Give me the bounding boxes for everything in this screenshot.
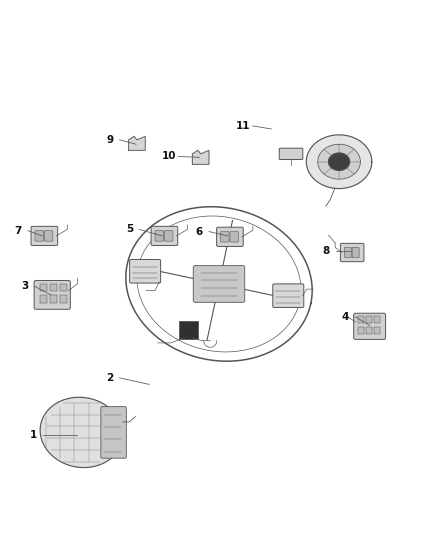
Text: 10: 10 <box>162 151 176 161</box>
FancyBboxPatch shape <box>34 280 71 309</box>
Bar <box>358 327 364 334</box>
Polygon shape <box>318 144 360 179</box>
Bar <box>60 295 67 303</box>
FancyBboxPatch shape <box>344 247 351 258</box>
Polygon shape <box>328 153 350 171</box>
FancyBboxPatch shape <box>340 244 364 262</box>
Bar <box>40 284 47 292</box>
FancyBboxPatch shape <box>217 227 243 246</box>
Polygon shape <box>129 136 145 150</box>
FancyBboxPatch shape <box>101 407 126 458</box>
Text: 9: 9 <box>106 135 113 145</box>
Polygon shape <box>306 135 372 189</box>
Bar <box>374 316 380 323</box>
Text: 8: 8 <box>322 246 329 256</box>
Text: 1: 1 <box>30 430 37 440</box>
FancyBboxPatch shape <box>35 231 43 241</box>
Bar <box>366 316 372 323</box>
Polygon shape <box>40 397 123 467</box>
Bar <box>60 284 67 292</box>
FancyBboxPatch shape <box>130 260 161 283</box>
FancyBboxPatch shape <box>273 284 304 308</box>
Text: 6: 6 <box>196 227 203 237</box>
Bar <box>40 295 47 303</box>
Bar <box>366 327 372 334</box>
FancyBboxPatch shape <box>44 231 53 241</box>
Text: 5: 5 <box>126 224 133 235</box>
FancyBboxPatch shape <box>155 231 163 241</box>
FancyBboxPatch shape <box>151 227 178 246</box>
FancyBboxPatch shape <box>354 313 385 340</box>
Text: 4: 4 <box>342 312 349 322</box>
Polygon shape <box>192 150 209 164</box>
FancyBboxPatch shape <box>179 321 198 338</box>
Text: 7: 7 <box>14 225 22 236</box>
FancyBboxPatch shape <box>164 231 173 241</box>
Text: 3: 3 <box>21 281 28 291</box>
FancyBboxPatch shape <box>31 227 58 246</box>
FancyBboxPatch shape <box>352 247 359 258</box>
Bar <box>50 295 57 303</box>
Bar <box>374 327 380 334</box>
Bar <box>358 316 364 323</box>
FancyBboxPatch shape <box>193 265 245 302</box>
FancyBboxPatch shape <box>230 231 238 242</box>
Text: 2: 2 <box>106 373 113 383</box>
Bar <box>50 284 57 292</box>
Text: 11: 11 <box>236 121 250 131</box>
FancyBboxPatch shape <box>279 148 303 159</box>
FancyBboxPatch shape <box>220 231 229 242</box>
